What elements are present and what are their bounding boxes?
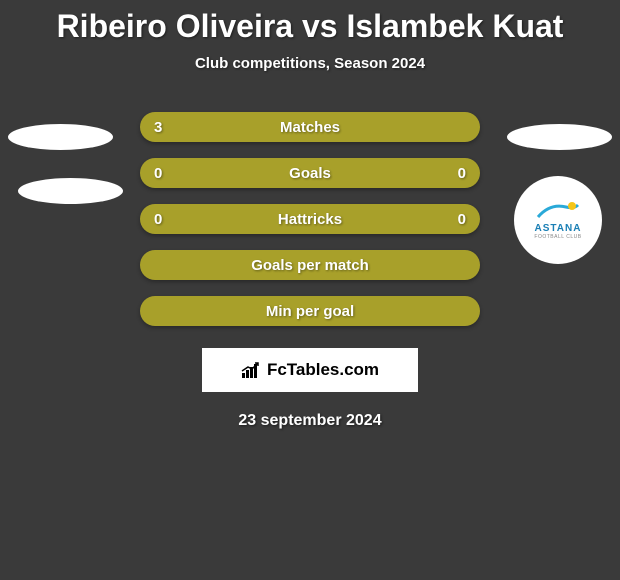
player-right-ellipse-1 xyxy=(507,124,612,150)
chart-icon xyxy=(241,361,263,379)
stat-bar-goals-per-match: Goals per match xyxy=(140,250,480,280)
club-name: ASTANA xyxy=(535,223,582,234)
stat-bar-hattricks: 0 Hattricks 0 xyxy=(140,204,480,234)
stat-value-left: 0 xyxy=(154,211,162,228)
brand-attribution: FcTables.com xyxy=(202,348,418,392)
stat-label: Hattricks xyxy=(278,211,342,228)
stat-label: Goals xyxy=(289,165,331,182)
brand-text: FcTables.com xyxy=(267,360,379,380)
stat-label: Min per goal xyxy=(266,303,354,320)
date-text: 23 september 2024 xyxy=(0,412,620,430)
player-left-ellipse-1 xyxy=(8,124,113,150)
club-subtext: FOOTBALL CLUB xyxy=(534,234,581,240)
stat-value-right: 0 xyxy=(458,165,466,182)
stat-value-left: 3 xyxy=(154,119,162,136)
page-subtitle: Club competitions, Season 2024 xyxy=(0,55,620,72)
stat-bar-goals: 0 Goals 0 xyxy=(140,158,480,188)
player-left-ellipse-2 xyxy=(18,178,123,204)
stat-bar-matches: 3 Matches xyxy=(140,112,480,142)
page-title: Ribeiro Oliveira vs Islambek Kuat xyxy=(0,0,620,45)
club-swoosh-icon xyxy=(536,201,580,221)
stat-label: Matches xyxy=(280,119,340,136)
stat-label: Goals per match xyxy=(251,257,369,274)
stat-value-right: 0 xyxy=(458,211,466,228)
stat-bar-min-per-goal: Min per goal xyxy=(140,296,480,326)
stat-value-left: 0 xyxy=(154,165,162,182)
club-badge-astana: ASTANA FOOTBALL CLUB xyxy=(514,176,602,264)
